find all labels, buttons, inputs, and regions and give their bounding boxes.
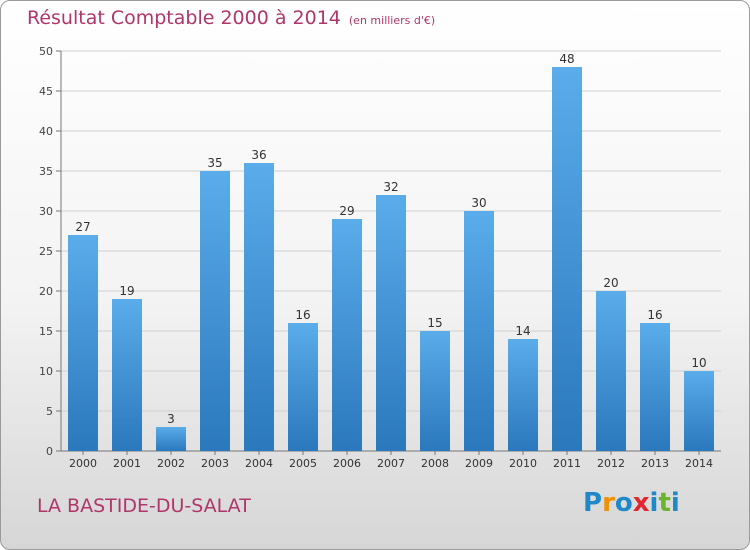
bar	[112, 299, 142, 451]
x-tick-label: 2008	[421, 457, 449, 470]
bar	[376, 195, 406, 451]
bar-value-label: 20	[603, 276, 618, 290]
bar-value-label: 16	[647, 308, 662, 322]
x-tick-label: 2005	[289, 457, 317, 470]
bar	[156, 427, 186, 451]
bar-value-label: 36	[251, 148, 266, 162]
bar	[420, 331, 450, 451]
bar	[640, 323, 670, 451]
bar-value-label: 3	[167, 412, 175, 426]
bar	[464, 211, 494, 451]
bar	[68, 235, 98, 451]
x-tick-label: 2001	[113, 457, 141, 470]
x-tick-label: 2009	[465, 457, 493, 470]
bars	[68, 67, 714, 451]
logo-letter: o	[614, 488, 633, 518]
x-tick-label: 2014	[685, 457, 713, 470]
chart-subtitle: (en milliers d'€)	[348, 14, 436, 27]
bar	[244, 163, 274, 451]
y-tick-label: 25	[39, 245, 53, 258]
x-tick-label: 2006	[333, 457, 361, 470]
bar	[684, 371, 714, 451]
bar	[332, 219, 362, 451]
y-tick-label: 35	[39, 165, 53, 178]
y-tick-label: 50	[39, 45, 53, 58]
bar	[288, 323, 318, 451]
bar-value-label: 19	[119, 284, 134, 298]
x-tick-label: 2003	[201, 457, 229, 470]
logo-letter: t	[658, 488, 671, 518]
y-tick-label: 45	[39, 85, 53, 98]
bar-value-label: 30	[471, 196, 486, 210]
labels: 27 2000 19 2001 3 2002 35 2003 36 2004 16 2005 29 200…	[69, 52, 713, 470]
bar-value-label: 48	[559, 52, 574, 66]
x-tick-label: 2004	[245, 457, 273, 470]
bar-value-label: 32	[383, 180, 398, 194]
y-tick-label: 0	[46, 445, 53, 458]
title-row: Résultat Comptable 2000 à 2014 (en millie…	[27, 7, 435, 29]
bar-value-label: 16	[295, 308, 310, 322]
commune-name: LA BASTIDE-DU-SALAT	[37, 495, 251, 517]
x-tick-label: 2002	[157, 457, 185, 470]
bar-value-label: 14	[515, 324, 530, 338]
logo-letter: x	[632, 488, 650, 518]
bar	[508, 339, 538, 451]
x-tick-label: 2012	[597, 457, 625, 470]
logo-letter: i	[670, 488, 680, 518]
bar	[596, 291, 626, 451]
bar	[552, 67, 582, 451]
y-tick-label: 20	[39, 285, 53, 298]
y-tick-label: 10	[39, 365, 53, 378]
bar-value-label: 10	[691, 356, 706, 370]
y-tick-label: 15	[39, 325, 53, 338]
x-tick-label: 2013	[641, 457, 669, 470]
bar-value-label: 27	[75, 220, 90, 234]
bar-value-label: 15	[427, 316, 442, 330]
bar-value-label: 29	[339, 204, 354, 218]
y-tick-label: 40	[39, 125, 53, 138]
logo-letter: P	[583, 488, 603, 518]
x-tick-label: 2011	[553, 457, 581, 470]
y-tick-label: 5	[46, 405, 53, 418]
logo-letter: i	[649, 488, 659, 518]
bar-value-label: 35	[207, 156, 222, 170]
logo-letter: r	[602, 488, 615, 518]
chart-title: Résultat Comptable 2000 à 2014	[27, 7, 341, 29]
bar	[200, 171, 230, 451]
x-tick-label: 2007	[377, 457, 405, 470]
proxiti-logo[interactable]: Proxiti	[583, 488, 680, 518]
y-tick-label: 30	[39, 205, 53, 218]
x-tick-label: 2010	[509, 457, 537, 470]
x-tick-label: 2000	[69, 457, 97, 470]
